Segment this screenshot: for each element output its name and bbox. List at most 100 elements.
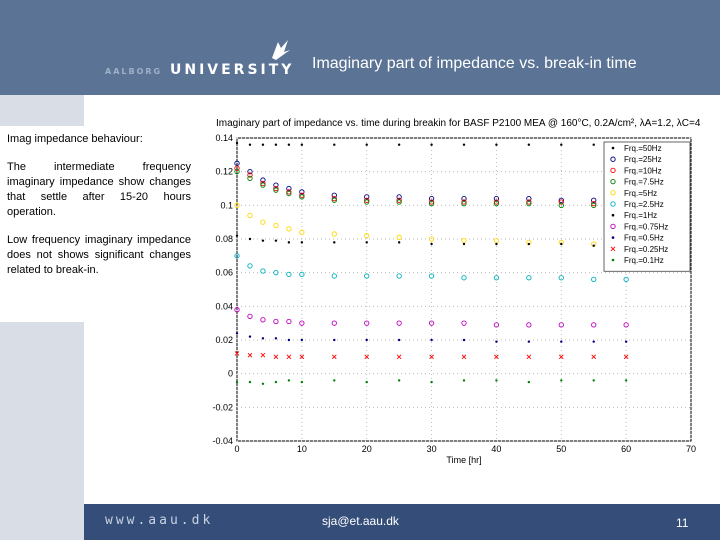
legend-marker (610, 190, 616, 196)
logo-word-university: UNIVERSITY (169, 62, 295, 78)
x-tick-label: 20 (362, 444, 372, 454)
y-tick-label: 0.04 (215, 301, 233, 311)
data-point (493, 195, 500, 202)
data-point (260, 182, 266, 188)
legend-label: Frq.=2.5Hz (624, 200, 664, 209)
data-point (260, 352, 266, 358)
legend-label: Frq.=0.5Hz (624, 234, 664, 243)
legend-marker (611, 213, 615, 217)
data-point (248, 237, 252, 241)
data-point (396, 273, 402, 279)
page-number: 11 (676, 516, 689, 530)
legend-marker (611, 236, 615, 239)
y-tick-label: 0.12 (215, 167, 233, 177)
data-point (591, 201, 597, 207)
data-point (365, 380, 368, 384)
data-point (558, 197, 564, 203)
logo-word-aalborg: AALBORG (105, 67, 163, 76)
data-point (333, 143, 336, 146)
data-point (493, 199, 500, 205)
data-point (261, 382, 265, 385)
legend: Frq.=50Hz Frq.=25Hz Frq.=10Hz Frq.=7.5Hz Frq… (603, 141, 691, 272)
data-point (558, 199, 564, 205)
data-point (493, 275, 500, 281)
y-tick-label: 0.06 (215, 268, 233, 278)
data-point (234, 253, 240, 259)
data-point (592, 143, 595, 146)
data-point (273, 187, 279, 193)
data-point (494, 354, 499, 360)
footer-email[interactable]: sja@et.aau.dk (322, 514, 399, 528)
slide-footer (84, 504, 720, 540)
data-point (462, 242, 466, 246)
data-point (493, 322, 500, 328)
y-tick-label: -0.02 (212, 402, 233, 412)
legend-label: Frq.=7.5Hz (624, 178, 664, 187)
data-point (527, 380, 531, 384)
data-point (247, 169, 253, 175)
footer-url[interactable]: www.aau.dk (105, 513, 214, 528)
data-point (623, 276, 629, 283)
data-point (299, 354, 305, 360)
data-point (526, 201, 532, 207)
data-point (331, 231, 337, 237)
data-point (247, 313, 253, 320)
data-point (235, 332, 239, 335)
data-point (300, 241, 304, 244)
series-3 (234, 169, 629, 208)
data-point (273, 222, 279, 229)
data-point (461, 201, 467, 207)
data-point (623, 354, 629, 360)
legend-label: Frq.=1Hz (624, 211, 657, 220)
x-tick-label: 10 (297, 444, 307, 454)
data-point (365, 143, 368, 146)
data-point (286, 189, 292, 195)
legend-label: Frq.=10Hz (624, 166, 662, 175)
data-point (591, 354, 597, 360)
text-panel (0, 126, 200, 322)
data-point (274, 239, 278, 242)
tick-layer: -0.04 -0.02 0 0.02 0.04 0.06 0.08 0.1 0.12 0.14 0 1… (212, 133, 696, 454)
series-9 (234, 351, 629, 360)
panel-subtitle: Imag impedance behaviour: (7, 133, 143, 145)
legend-marker (611, 258, 615, 262)
series-5 (234, 253, 629, 283)
data-point (624, 379, 628, 382)
data-point (429, 354, 434, 360)
data-point (286, 190, 292, 197)
data-point (396, 199, 402, 205)
data-point (331, 273, 337, 279)
data-point (260, 177, 266, 183)
data-point (286, 354, 292, 360)
x-tick-label: 60 (621, 444, 631, 454)
legend-marker (610, 156, 616, 162)
data-point (428, 320, 435, 326)
data-point (273, 182, 279, 188)
data-point (397, 338, 401, 342)
data-point (260, 219, 266, 225)
data-point (591, 276, 597, 283)
data-point (428, 201, 435, 207)
data-point (286, 318, 292, 325)
data-point (527, 340, 531, 343)
data-point (428, 199, 435, 205)
data-point (396, 354, 402, 360)
data-point (331, 354, 337, 360)
data-point (234, 351, 240, 356)
series-0 (235, 141, 628, 146)
series-8 (235, 332, 628, 343)
data-point (624, 340, 628, 343)
data-point (461, 320, 467, 326)
y-tick-label: 0.02 (215, 335, 233, 345)
data-point (493, 201, 500, 207)
data-point (364, 232, 370, 239)
data-point (286, 226, 292, 232)
data-point (364, 354, 370, 360)
legend-label: Frq.=25Hz (624, 155, 662, 164)
x-tick-label: 30 (427, 444, 437, 454)
data-point (287, 241, 291, 244)
data-point (333, 379, 336, 382)
data-point (261, 143, 265, 146)
data-point (560, 242, 563, 246)
data-point (592, 379, 595, 382)
